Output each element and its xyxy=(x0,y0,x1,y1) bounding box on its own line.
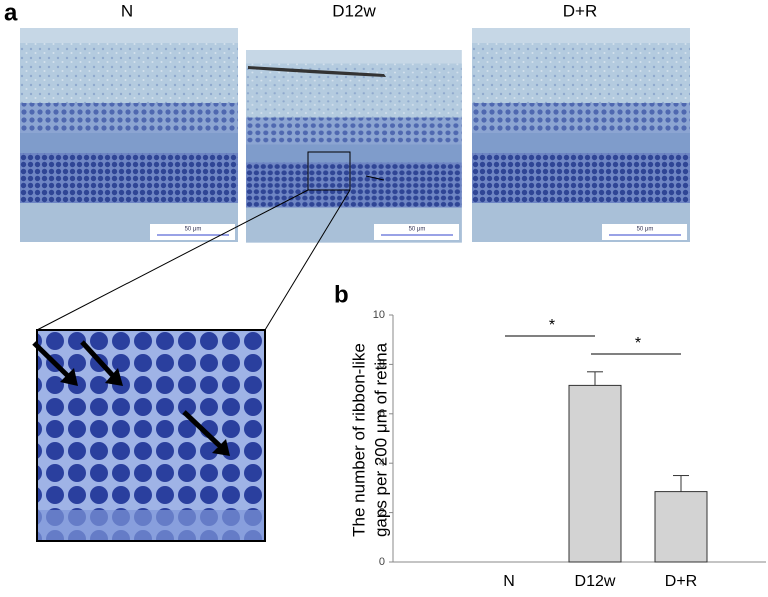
significance-label: * xyxy=(635,335,641,352)
x-tick-label: N xyxy=(503,573,515,590)
bar-chart: 0 2 4 6 8 10 The number of ribbon-like gaps per… xyxy=(349,309,766,590)
x-tick-label: D12w xyxy=(575,573,616,590)
y-tick-label: 8 xyxy=(379,358,385,370)
bar xyxy=(654,491,708,563)
micrograph: 50 μm xyxy=(20,28,238,242)
scale-bar-label: 50 μm xyxy=(185,227,202,233)
micrograph-title: D12w xyxy=(332,1,376,20)
y-tick-label: 0 xyxy=(379,556,385,568)
significance-label: * xyxy=(549,317,555,334)
y-tick-label: 4 xyxy=(379,457,385,469)
x-tick-label: D+R xyxy=(665,573,697,590)
scale-bar-label: 50 μm xyxy=(637,227,654,233)
bar xyxy=(568,384,622,563)
micrograph-title: N xyxy=(121,1,133,20)
zoom-line xyxy=(264,189,351,331)
y-axis-label: The number of ribbon-like xyxy=(349,343,368,537)
y-axis-label: gaps per 200 μm of retina xyxy=(371,342,390,537)
micrograph: 50 μm xyxy=(246,28,462,243)
y-tick-label: 6 xyxy=(379,408,385,420)
panel-label: b xyxy=(334,281,349,308)
y-tick-label: 10 xyxy=(373,309,385,321)
inset xyxy=(32,329,266,542)
scale-bar-label: 50 μm xyxy=(409,227,426,233)
zoom-line xyxy=(36,189,309,331)
y-tick-label: 2 xyxy=(379,507,385,519)
micrograph: 50 μm xyxy=(472,28,690,242)
panel-label: a xyxy=(4,0,18,26)
micrograph-title: D+R xyxy=(563,1,597,20)
